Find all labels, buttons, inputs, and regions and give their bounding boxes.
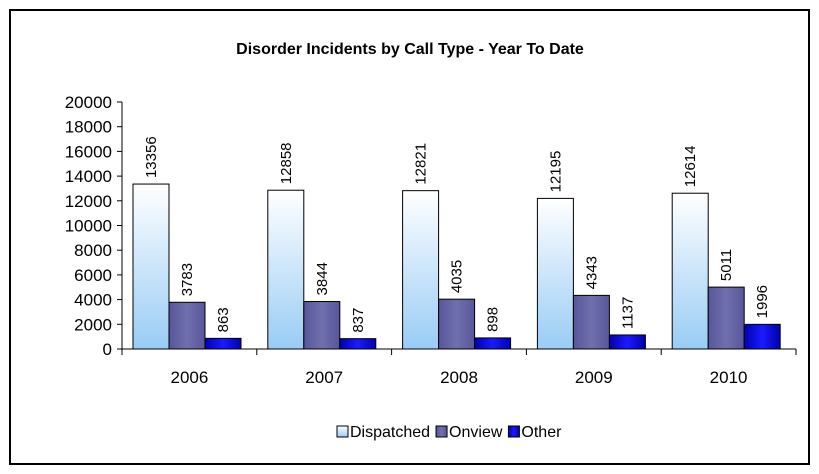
y-tick-label: 2000 — [74, 315, 112, 334]
y-tick-label: 10000 — [65, 217, 112, 236]
y-tick-label: 0 — [103, 340, 112, 359]
y-tick-label: 6000 — [74, 266, 112, 285]
x-axis: 2006 2007 2008 2009 2010 — [121, 348, 797, 387]
y-tick-label: 4000 — [74, 291, 112, 310]
bar-other — [743, 323, 781, 350]
bar-onview — [303, 301, 341, 350]
bar-onview — [168, 301, 206, 350]
y-tick-label: 20000 — [65, 93, 112, 112]
x-tick-label: 2006 — [170, 368, 208, 387]
x-tick-label: 2007 — [305, 368, 343, 387]
bar-onview — [707, 286, 745, 350]
x-tick-label: 2008 — [440, 368, 478, 387]
bar-onview — [572, 294, 610, 350]
data-label-dispatched: 12821 — [413, 143, 430, 185]
x-tick-label: 2009 — [575, 368, 613, 387]
data-label-dispatched: 12195 — [547, 151, 564, 193]
data-label-onview: 4035 — [449, 260, 466, 293]
y-tick-label: 16000 — [65, 142, 112, 161]
legend-label-dispatched: Dispatched — [350, 424, 430, 441]
y-axis: 0 2000 4000 6000 8000 10000 12000 14000 16000 180… — [65, 93, 123, 359]
bar-dispatched — [267, 189, 305, 350]
data-label-dispatched: 12614 — [682, 145, 699, 187]
data-label-other: 863 — [215, 307, 232, 332]
bar-other — [339, 338, 377, 350]
legend-label-other: Other — [521, 424, 562, 441]
data-label-onview: 5011 — [718, 249, 735, 281]
legend-label-onview: Onview — [449, 424, 503, 441]
legend-swatch-onview — [435, 425, 448, 438]
x-tick-label: 2010 — [710, 368, 748, 387]
bar-onview — [438, 298, 476, 350]
bars — [132, 183, 781, 350]
bar-dispatched — [132, 183, 170, 350]
data-label-dispatched: 13356 — [143, 136, 160, 178]
legend-swatch-other — [507, 425, 520, 438]
bar-dispatched — [402, 190, 440, 350]
y-tick-label: 8000 — [74, 241, 112, 260]
data-label-other: 1996 — [754, 285, 771, 318]
bar-other — [204, 337, 242, 350]
chart-title: Disorder Incidents by Call Type - Year T… — [236, 41, 584, 58]
data-label-other: 898 — [485, 307, 502, 332]
data-label-onview: 3844 — [314, 262, 331, 295]
y-tick-label: 12000 — [65, 192, 112, 211]
data-label-other: 837 — [350, 308, 367, 333]
y-tick-label: 14000 — [65, 167, 112, 186]
data-label-dispatched: 12858 — [278, 142, 295, 184]
bar-dispatched — [536, 197, 574, 350]
bar-dispatched — [671, 192, 709, 350]
y-tick-label: 18000 — [65, 118, 112, 137]
data-label-onview: 4343 — [583, 256, 600, 289]
data-label-onview: 3783 — [179, 263, 196, 296]
data-labels: 13356 3783 863 12858 3844 837 12821 4035 898 1219… — [143, 136, 771, 332]
data-label-other: 1137 — [619, 297, 636, 329]
bar-other — [474, 337, 512, 350]
legend: Dispatched Onview Other — [336, 424, 562, 441]
legend-swatch-dispatched — [336, 425, 349, 438]
bar-other — [608, 334, 646, 350]
